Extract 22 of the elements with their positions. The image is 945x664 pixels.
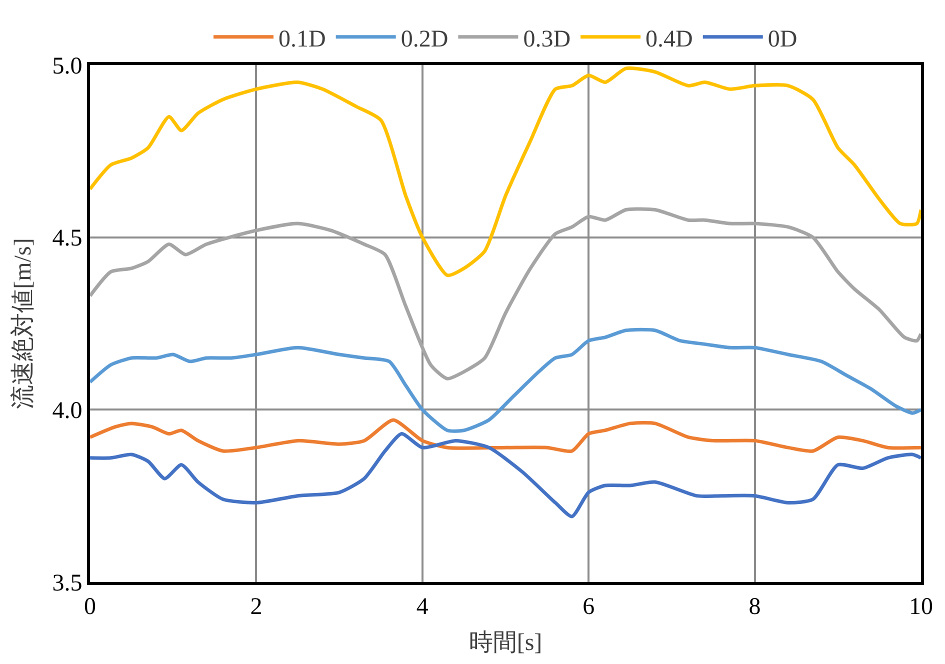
line-series (90, 207, 921, 380)
x-tick-label: 6 (582, 594, 595, 620)
line-series (90, 66, 921, 277)
line-series (90, 432, 921, 518)
y-tick-label: 5.0 (52, 53, 82, 80)
y-tick-label: 4.0 (52, 398, 82, 424)
line-series (90, 418, 921, 454)
x-tick-label: 0 (84, 594, 96, 620)
legend-label: 0.1D (278, 26, 326, 52)
y-axis-title: 流速絶対値[m/s] (9, 238, 36, 409)
x-tick-label: 4 (416, 594, 428, 620)
x-tick-label: 2 (250, 594, 262, 620)
legend-label: 0.4D (646, 26, 693, 52)
x-axis-title: 時間[s] (468, 630, 542, 656)
y-tick-label: 3.5 (52, 570, 82, 596)
x-tick-label: 10 (909, 594, 933, 620)
line-series (90, 328, 921, 433)
legend-label: 0D (768, 26, 798, 52)
legend-label: 0.2D (400, 26, 448, 52)
legend-label: 0.3D (523, 26, 571, 52)
x-tick-label: 8 (748, 594, 761, 620)
y-tick-label: 4.5 (52, 226, 82, 252)
